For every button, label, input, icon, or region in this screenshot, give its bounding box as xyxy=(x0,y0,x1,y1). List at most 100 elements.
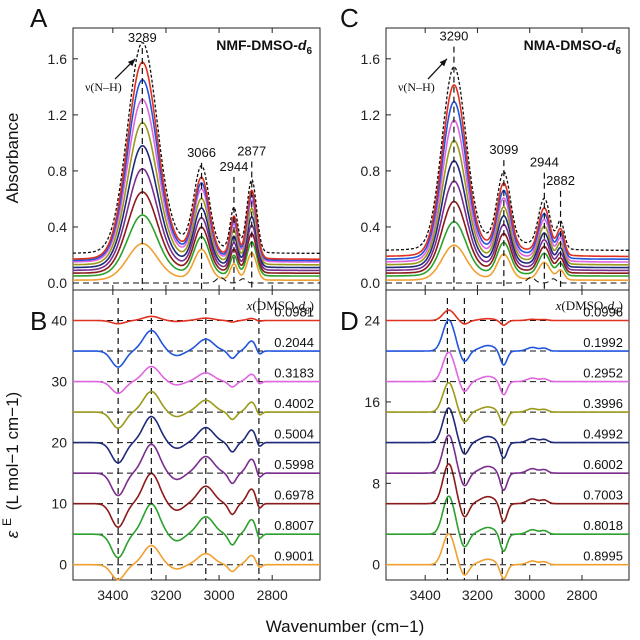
panel-a: A 0.0 0.4 0.8 1.2 1.6 NMF-DMSO-d6 3289 306629442… xyxy=(30,3,321,291)
y-tick-label: 40 xyxy=(51,313,67,329)
excess-spectrum-curve xyxy=(73,544,320,581)
excess-spectrum-curve xyxy=(386,532,629,580)
y-tick-label: 8 xyxy=(372,475,380,491)
panel-d: D 3400 3200 3000 2800 0 8 16 24 x(DMSO-d6) 0.8995 0… xyxy=(340,289,630,603)
system-title: NMA-DMSO-d6 xyxy=(524,37,622,57)
y-tick-label: 16 xyxy=(364,394,380,410)
panel-letter: D xyxy=(340,306,359,336)
excess-spectrum-curve xyxy=(73,315,320,325)
solvent-baseline xyxy=(73,276,320,284)
y-tick-label: 30 xyxy=(51,374,67,390)
peak-label: 3289 xyxy=(128,30,157,45)
peak-label: 2944 xyxy=(219,159,248,174)
y-tick-label: 20 xyxy=(51,435,67,451)
mole-fraction-label: 0.0996 xyxy=(583,305,623,320)
x-tick-label: 3400 xyxy=(410,587,441,603)
mole-fraction-label: 0.8007 xyxy=(274,518,314,533)
arrow-head-icon xyxy=(127,58,136,67)
excess-spectrum-curve xyxy=(386,351,629,396)
y-axis-title-superscript: E xyxy=(0,518,14,526)
y-tick-label: 1.6 xyxy=(48,51,68,67)
mole-fraction-label: 0.5004 xyxy=(274,427,314,442)
y-tick-label: 0.0 xyxy=(48,275,68,291)
mole-fraction-label: 0.1992 xyxy=(583,335,623,350)
y-tick-label: 1.2 xyxy=(48,107,68,123)
peak-label: 3066 xyxy=(187,145,216,160)
excess-spectrum-curve xyxy=(386,381,629,427)
arrow-head-icon xyxy=(439,58,447,67)
panels-layer: A0.00.40.81.21.6NMF-DMSO-d63289306629442… xyxy=(30,3,630,603)
legend-title: x(DMSO-d6) xyxy=(555,298,623,316)
peak-label: 3290 xyxy=(439,29,468,44)
svg-text:ε E (L mol−1 cm−1): ε E (L mol−1 cm−1) xyxy=(0,392,22,538)
panel-b: B 3400 3200 3000 2800 0 10 20 30 40 x(DMSO-d6) 0.90… xyxy=(30,289,321,603)
y-tick-label: 0 xyxy=(372,557,380,573)
mode-label-nh: ν(N–H) xyxy=(398,80,435,94)
x-axis-title-wavenumber: Wavenumber (cm−1) xyxy=(266,617,425,636)
spectrum-curve xyxy=(386,100,629,260)
x-tick-label: 3200 xyxy=(150,587,181,603)
spectrum-curve xyxy=(73,214,320,277)
y-tick-label: 0.4 xyxy=(361,219,381,235)
spectrum-curve xyxy=(73,98,320,263)
excess-spectrum-curve xyxy=(386,407,629,460)
x-tick-label: 3200 xyxy=(462,587,493,603)
mole-fraction-label: 0.3996 xyxy=(583,396,623,411)
excess-spectrum-curve xyxy=(73,390,320,429)
spectrum-curve xyxy=(73,79,320,262)
plot-frame xyxy=(385,289,630,581)
mole-fraction-label: 0.2044 xyxy=(274,335,314,350)
solvent-baseline xyxy=(386,276,629,284)
panel-letter: C xyxy=(340,3,359,33)
y-axis-title-symbol: ε xyxy=(3,530,22,538)
excess-spectrum-curve xyxy=(73,365,320,395)
mole-fraction-label: 0.9001 xyxy=(274,549,314,564)
mole-fraction-label: 0.6002 xyxy=(583,457,623,472)
spectrum-curve xyxy=(386,84,629,258)
panel-letter: B xyxy=(30,306,47,336)
y-tick-label: 0.8 xyxy=(361,163,381,179)
spectrum-curve xyxy=(73,144,320,269)
spectrum-curve xyxy=(386,180,629,272)
mole-fraction-label: 0.3183 xyxy=(274,366,314,381)
excess-spectrum-curve xyxy=(73,329,320,368)
peak-label: 2944 xyxy=(530,155,559,170)
spectrum-curve xyxy=(386,139,629,266)
spectrum-curve xyxy=(73,121,320,266)
excess-spectrum-curve xyxy=(386,434,629,492)
x-tick-label: 3400 xyxy=(97,587,128,603)
mole-fraction-label: 0.8018 xyxy=(583,518,623,533)
panel-letter: A xyxy=(30,3,48,33)
spectrum-curve xyxy=(73,61,320,260)
envelope-curve xyxy=(73,41,320,254)
y-tick-label: 0.4 xyxy=(48,219,68,235)
peak-label: 3099 xyxy=(489,142,518,157)
excess-spectrum-curve xyxy=(386,495,629,553)
x-tick-label: 3000 xyxy=(203,587,234,603)
excess-spectrum-curve xyxy=(386,319,629,366)
mole-fraction-label: 0.0981 xyxy=(274,305,314,320)
y-tick-label: 0.0 xyxy=(361,275,381,291)
excess-spectrum-curve xyxy=(386,309,629,327)
y-tick-label: 1.6 xyxy=(361,51,381,67)
y-axis-title-absorbance: Absorbance xyxy=(3,113,22,204)
excess-spectrum-curve xyxy=(386,463,629,523)
spectrum-curve xyxy=(386,119,629,263)
y-tick-label: 10 xyxy=(51,496,67,512)
mole-fraction-label: 0.2952 xyxy=(583,366,623,381)
plot-frame xyxy=(72,289,321,581)
excess-spectrum-curve xyxy=(73,472,320,529)
y-axis-title-unit: (L mol−1 cm−1) xyxy=(3,392,22,510)
mole-fraction-label: 0.8995 xyxy=(583,549,623,564)
spectrum-curve xyxy=(386,200,629,274)
mole-fraction-label: 0.4992 xyxy=(583,427,623,442)
x-tick-label: 3000 xyxy=(514,587,545,603)
envelope-curve xyxy=(386,66,629,251)
spectrum-curve xyxy=(386,160,629,269)
excess-spectrum-curve xyxy=(73,503,320,559)
peak-label: 2882 xyxy=(546,173,575,188)
mole-fraction-label: 0.6978 xyxy=(274,488,314,503)
mole-fraction-label: 0.7003 xyxy=(583,488,623,503)
spectrum-curve xyxy=(386,244,629,281)
